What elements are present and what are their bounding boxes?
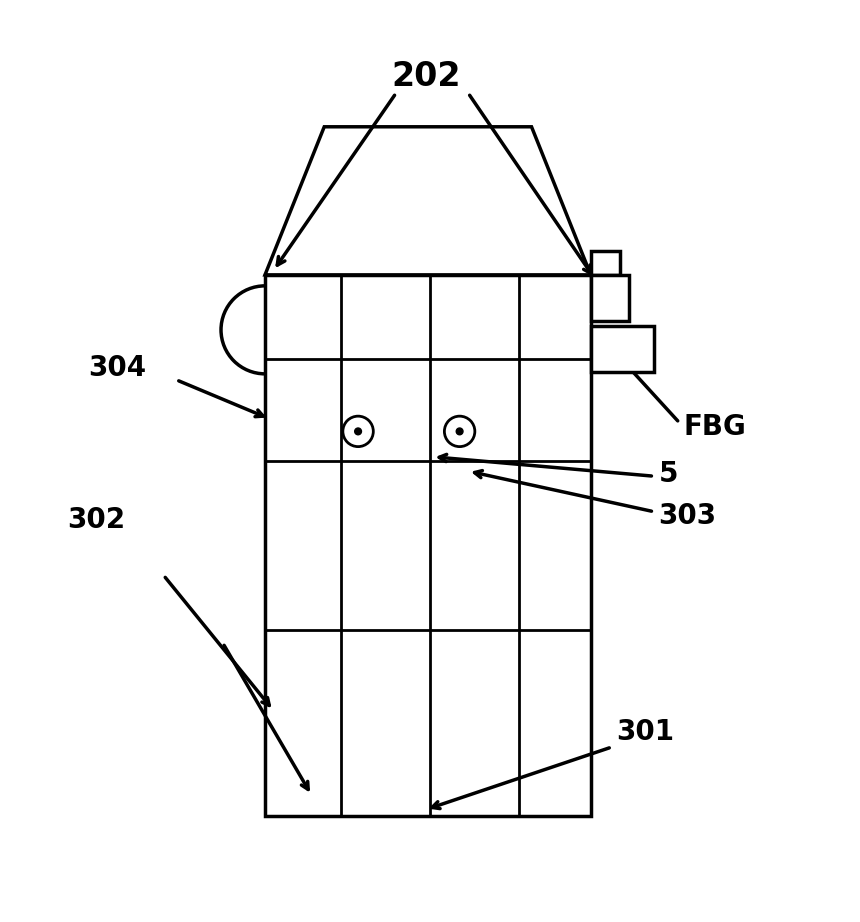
Bar	[591, 325, 654, 372]
Circle shape	[456, 428, 463, 435]
Text: 303: 303	[659, 502, 716, 530]
Bar	[265, 275, 591, 816]
Text: FBG: FBG	[684, 413, 746, 441]
Bar	[591, 275, 629, 322]
Text: 5: 5	[659, 460, 678, 488]
Text: 301: 301	[616, 717, 674, 746]
Text: 304: 304	[88, 354, 146, 382]
Text: 302: 302	[67, 506, 125, 534]
Circle shape	[354, 428, 361, 435]
Bar	[591, 251, 620, 275]
Polygon shape	[265, 127, 591, 275]
Text: 202: 202	[391, 60, 460, 92]
